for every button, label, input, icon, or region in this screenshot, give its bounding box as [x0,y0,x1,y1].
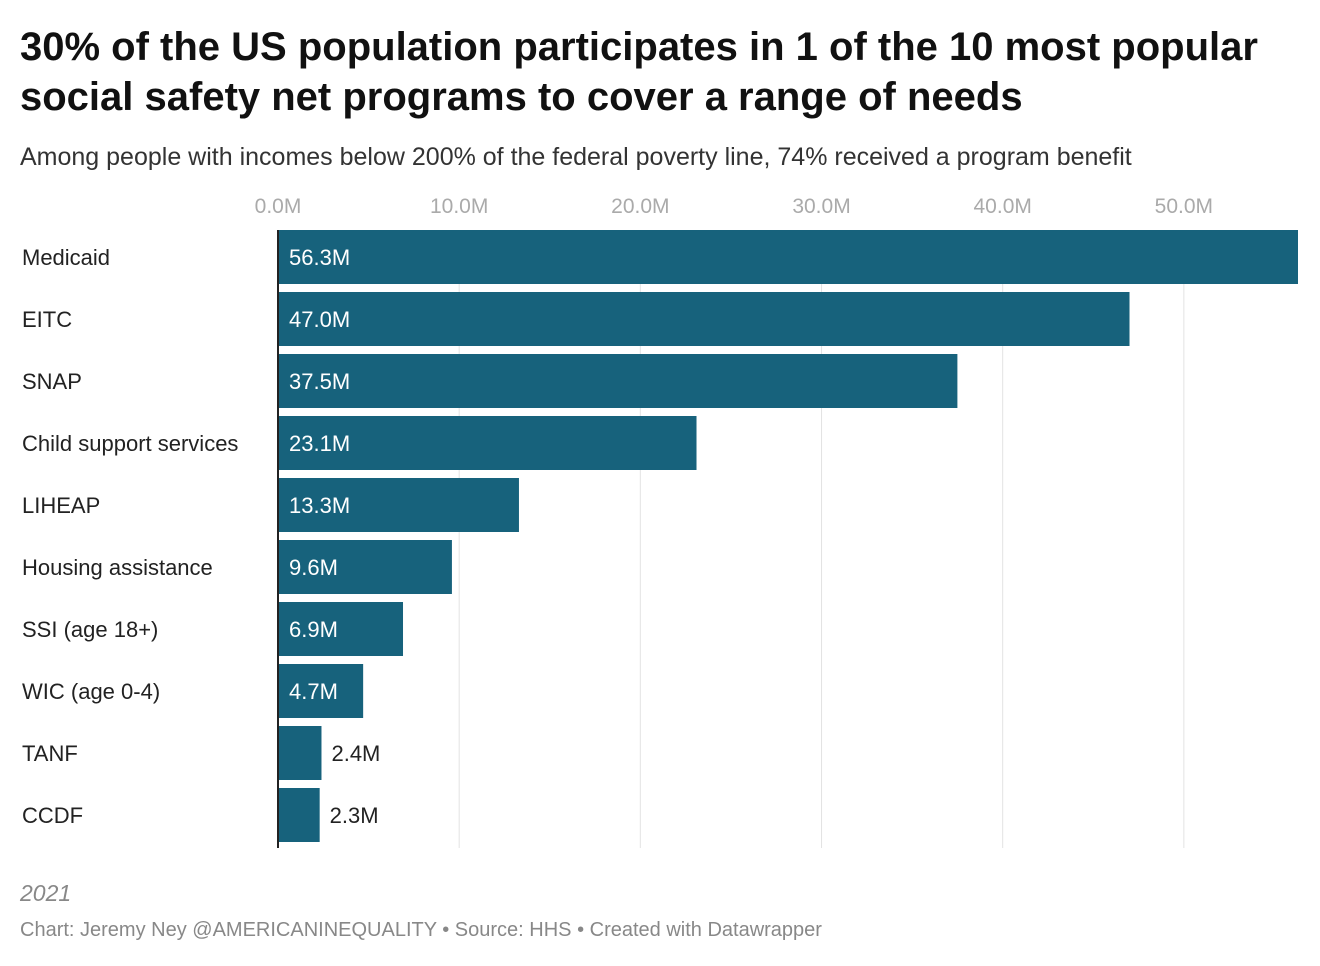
x-tick-label: 20.0M [611,195,669,218]
data-label: 6.9M [289,617,338,642]
data-label: 23.1M [289,431,350,456]
chart-subtitle: Among people with incomes below 200% of … [20,143,1132,171]
x-tick-label: 50.0M [1155,195,1213,218]
category-label: EITC [22,307,72,332]
x-tick-label: 0.0M [255,195,302,218]
data-label: 13.3M [289,493,350,518]
data-label: 56.3M [289,245,350,270]
bar-wic-age-0-4 [278,664,364,718]
x-tick-label: 10.0M [430,195,488,218]
x-tick-label: 40.0M [974,195,1032,218]
data-label: 4.7M [289,679,338,704]
bar-snap [278,354,958,408]
bar-tanf [278,726,322,780]
category-label: CCDF [22,803,83,828]
category-labels: Medicaid EITC SNAP Child support services LI… [22,245,238,828]
data-label: 2.4M [331,741,380,766]
bar-medicaid [278,230,1298,284]
bar-ccdf [278,788,320,842]
category-label: WIC (age 0-4) [22,679,160,704]
chart-credits: Chart: Jeremy Ney @AMERICANINEQUALITY • … [20,919,822,941]
data-label: 2.3M [330,803,379,828]
bar-eitc [278,292,1130,346]
bar-liheap [278,478,519,532]
chart-title: 30% of the US population participates in… [20,25,1258,119]
bar-child-support-services [278,416,697,470]
value-labels: 56.3M 47.0M 37.5M 23.1M 13.3M 9.6M 6.9M 4.7M 2.4… [289,245,380,828]
category-label: Child support services [22,431,238,456]
category-label: TANF [22,741,78,766]
bars [278,230,1298,842]
chart-note: 2021 [20,880,72,906]
category-label: SNAP [22,369,82,394]
bar-ssi-age-18 [278,602,404,656]
category-label: Housing assistance [22,555,213,580]
category-label: LIHEAP [22,493,100,518]
data-label: 37.5M [289,369,350,394]
x-tick-label: 30.0M [792,195,850,218]
category-label: SSI (age 18+) [22,617,158,642]
bar-chart: 0.0M 10.0M 20.0M 30.0M 40.0M 50.0M Medicaid EI… [22,195,1298,848]
data-label: 9.6M [289,555,338,580]
x-axis-ticks: 0.0M 10.0M 20.0M 30.0M 40.0M 50.0M [255,195,1213,218]
data-label: 47.0M [289,307,350,332]
category-label: Medicaid [22,245,110,270]
bar-housing-assistance [278,540,452,594]
